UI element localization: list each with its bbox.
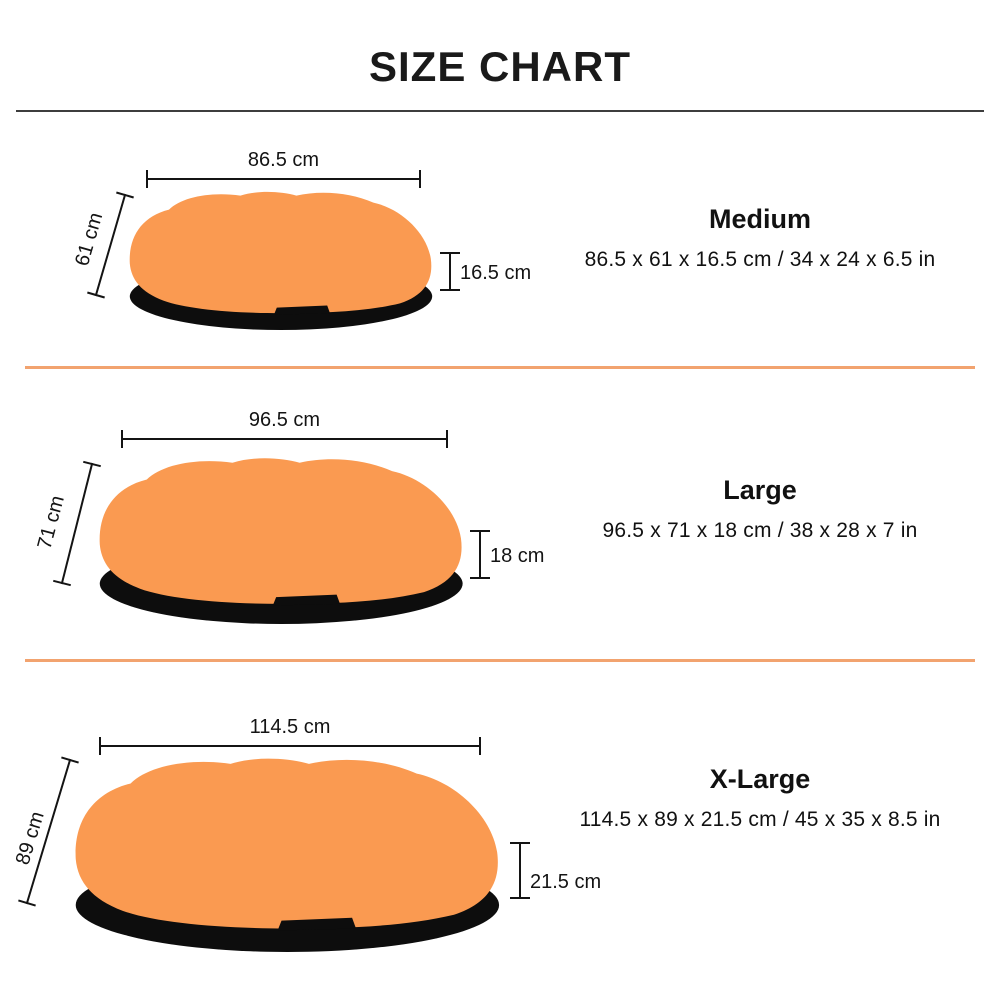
bed-base-tab bbox=[272, 594, 340, 606]
width-dimension-label: 86.5 cm bbox=[248, 149, 319, 171]
bed-pillow-shape bbox=[129, 191, 432, 314]
depth-dimension-label: 61 cm bbox=[71, 210, 107, 268]
bed-graphic bbox=[75, 758, 500, 952]
bed-graphic bbox=[129, 191, 433, 330]
width-dimension-label: 114.5 cm bbox=[250, 716, 331, 738]
depth-dimension: 61 cm bbox=[71, 191, 134, 299]
size-row-large: 96.5 cm 71 cm 18 cm Large 96.5 x 71 x 18… bbox=[0, 369, 1000, 659]
bed-svg: 96.5 cm 71 cm 18 cm bbox=[34, 409, 544, 624]
bed-illustration-large: 96.5 cm 71 cm 18 cm bbox=[30, 406, 570, 656]
depth-dimension-label: 89 cm bbox=[12, 809, 49, 868]
size-info-medium: Medium 86.5 x 61 x 16.5 cm / 34 x 24 x 6… bbox=[530, 204, 990, 272]
height-dimension-label: 16.5 cm bbox=[460, 262, 531, 284]
bed-graphic bbox=[99, 458, 463, 624]
width-dimension-label: 96.5 cm bbox=[249, 409, 320, 431]
size-row-medium: 86.5 cm 61 cm 16.5 cm Medium 86.5 x 61 x… bbox=[0, 112, 1000, 366]
size-name: X-Large bbox=[709, 764, 811, 794]
width-dimension: 96.5 cm bbox=[121, 409, 448, 448]
width-dimension: 114.5 cm bbox=[99, 716, 481, 755]
orange-divider bbox=[25, 659, 975, 662]
width-dimension: 86.5 cm bbox=[146, 149, 421, 188]
size-row-xlarge: 114.5 cm 89 cm 21.5 cm X-Large 114.5 x 8… bbox=[0, 662, 1000, 998]
size-name: Large bbox=[723, 475, 797, 505]
height-dimension: 21.5 cm bbox=[510, 842, 601, 899]
title-rule bbox=[16, 110, 984, 112]
height-dimension-label: 18 cm bbox=[490, 545, 544, 567]
orange-divider bbox=[25, 366, 975, 369]
size-info-xlarge: X-Large 114.5 x 89 x 21.5 cm / 45 x 35 x… bbox=[530, 764, 990, 832]
bed-svg: 86.5 cm 61 cm 16.5 cm bbox=[71, 149, 531, 330]
bed-svg: 114.5 cm 89 cm 21.5 cm bbox=[12, 716, 601, 952]
size-info-large: Large 96.5 x 71 x 18 cm / 38 x 28 x 7 in bbox=[530, 475, 990, 543]
bed-illustration-xlarge: 114.5 cm 89 cm 21.5 cm bbox=[12, 698, 612, 998]
depth-dimension: 89 cm bbox=[12, 756, 79, 907]
bed-illustration-medium: 86.5 cm 61 cm 16.5 cm bbox=[40, 146, 560, 351]
height-dimension: 16.5 cm bbox=[440, 252, 531, 291]
height-dimension-label: 21.5 cm bbox=[530, 871, 601, 893]
bed-base-tab bbox=[274, 305, 330, 315]
depth-dimension-label: 71 cm bbox=[34, 493, 69, 551]
bed-base-tab bbox=[277, 917, 356, 931]
depth-dimension: 71 cm bbox=[34, 460, 101, 587]
bed-pillow-shape bbox=[75, 758, 498, 929]
size-dimensions: 114.5 x 89 x 21.5 cm / 45 x 35 x 8.5 in bbox=[579, 808, 941, 832]
page-title: SIZE CHART bbox=[369, 43, 631, 90]
size-name: Medium bbox=[708, 204, 811, 234]
size-dimensions: 86.5 x 61 x 16.5 cm / 34 x 24 x 6.5 in bbox=[584, 248, 936, 272]
bed-pillow-shape bbox=[99, 458, 462, 604]
size-dimensions: 96.5 x 71 x 18 cm / 38 x 28 x 7 in bbox=[602, 519, 918, 543]
height-dimension: 18 cm bbox=[470, 530, 544, 579]
